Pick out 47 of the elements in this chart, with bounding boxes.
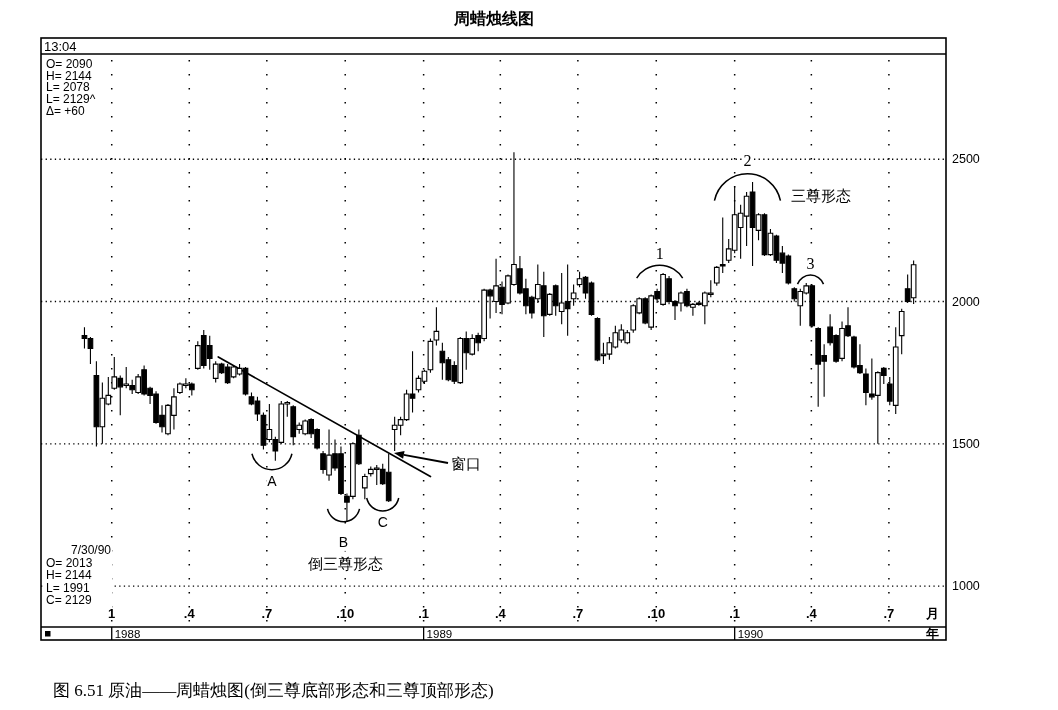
candlestick [361,473,368,500]
annotation: H= 2144 [46,68,93,83]
text: 13:04 [44,39,77,54]
annotation: 年 [924,627,939,641]
text: 1988 [114,628,141,640]
chart-title: 周蜡烛线图 [452,10,534,27]
candlestick [898,308,905,355]
annotation: 3 [806,254,815,272]
x-tick-label: .7 [883,605,895,621]
annotation: H= 2144 [46,568,93,582]
x-tick-label: .4 [805,605,818,621]
x-tick-label: .7 [261,605,273,621]
annotation: L= 1991 [46,580,91,595]
annotation: 窗口 [451,454,481,472]
caption: 图 6.51 原油——周蜡烛图(倒三尊底部形态和三尊顶部形态) [53,680,494,700]
candlestick [433,306,440,347]
y-tick-label: 2500 [952,152,980,167]
annotation: B [338,533,349,550]
annotation: C= 2129 [46,593,93,607]
x-tick-label: .4 [494,605,507,621]
annotation: 7/30/90 [71,543,112,557]
candlestick [713,265,720,287]
annotation: C [377,514,388,531]
x-tick-label: .1 [418,605,430,621]
x-tick-label: .10 [336,605,355,621]
annotation: 三尊形态 [791,186,851,204]
y-tick-label: 2000 [952,294,980,309]
x-tick-label: .1 [729,605,741,621]
annotation: A [267,472,278,489]
y-tick-label: 1500 [952,436,980,451]
annotation: 倒三尊形态 [307,554,383,572]
annotation: 2 [743,152,752,170]
x-axis-title: 月 [924,605,939,621]
x-tick-label: .7 [572,605,584,621]
candlestick [427,337,434,374]
y-tick-label: 1000 [952,579,980,594]
text: 1990 [737,628,764,640]
x-tick-label: .4 [183,605,196,621]
annotation: O= 2090 [46,57,93,71]
annotation: 1 [655,244,664,262]
candlestick [863,367,869,406]
x-tick-label: .10 [647,605,666,621]
annotation: L= 2078 [46,80,91,95]
x-tick-label: 1 [108,605,116,621]
annotation: O= 2013 [46,555,93,570]
text: 1989 [426,628,453,640]
candlestick [719,217,726,274]
